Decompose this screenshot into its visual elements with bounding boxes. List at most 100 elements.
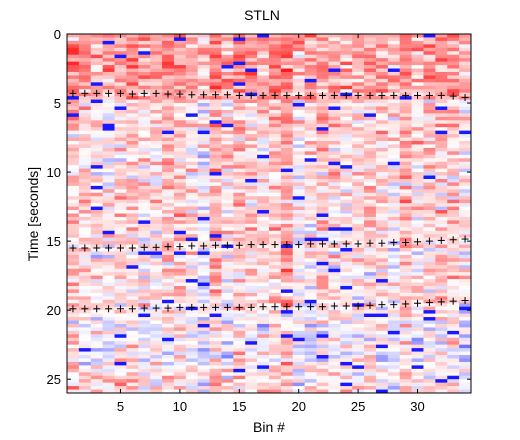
heatmap-cell	[185, 199, 198, 204]
heatmap-cell	[150, 113, 163, 118]
heatmap-cell	[387, 289, 400, 294]
heatmap-cell	[257, 65, 270, 69]
heatmap-cell	[209, 275, 222, 280]
heatmap-cell	[304, 182, 317, 187]
heatmap-cell	[423, 220, 436, 225]
heatmap-cell	[340, 134, 353, 138]
heatmap-cell	[304, 151, 317, 156]
heatmap-cell	[67, 168, 80, 173]
plus-marker	[366, 301, 374, 309]
heatmap-cell	[340, 172, 353, 176]
heatmap-cell	[328, 216, 341, 221]
heatmap-cell	[209, 206, 222, 211]
heatmap-cell	[399, 75, 412, 80]
heatmap-cell	[257, 116, 270, 121]
heatmap-cell	[328, 89, 341, 93]
heatmap-cell	[67, 51, 80, 56]
heatmap-cell	[340, 206, 353, 211]
heatmap-cell	[352, 258, 365, 263]
heatmap-cell	[447, 365, 460, 370]
heatmap-cell	[138, 34, 151, 38]
heatmap-cell	[459, 337, 472, 342]
heatmap-cell	[269, 206, 282, 211]
heatmap-cell	[292, 344, 305, 349]
heatmap-cell	[173, 275, 187, 280]
plus-marker	[259, 241, 267, 249]
heatmap-cell	[304, 85, 317, 90]
heatmap-cell	[257, 327, 270, 332]
heatmap-cell	[114, 44, 127, 49]
heatmap-cell	[399, 175, 412, 180]
heatmap-cell	[411, 206, 424, 211]
heatmap-cell	[185, 147, 198, 152]
heatmap-cell	[257, 351, 270, 356]
heatmap-cell	[173, 386, 187, 390]
heatmap-cell	[280, 368, 294, 373]
heatmap-cell	[245, 185, 258, 190]
heatmap-cell	[399, 355, 412, 359]
heatmap-cell	[67, 161, 80, 166]
heatmap-cell	[162, 223, 175, 228]
heatmap-cell	[67, 313, 80, 318]
heatmap-cell	[197, 313, 210, 318]
heatmap-cell	[102, 361, 115, 366]
heatmap-cell	[423, 358, 436, 363]
heatmap-cell	[352, 85, 365, 90]
heatmap-cell	[364, 178, 377, 183]
heatmap-cell	[304, 161, 317, 166]
heatmap-cell	[245, 144, 258, 149]
heatmap-cell	[352, 58, 365, 62]
plus-marker	[449, 92, 457, 100]
heatmap-cell	[316, 47, 329, 52]
plus-marker	[295, 91, 303, 99]
heatmap-cell	[126, 206, 139, 211]
heatmap-cell	[269, 254, 282, 259]
heatmap-cell	[447, 244, 460, 249]
heatmap-cell	[328, 334, 341, 339]
heatmap-cell	[459, 68, 472, 73]
heatmap-cell	[197, 375, 210, 380]
y-tick-label: 15	[47, 234, 61, 249]
heatmap-cell	[411, 134, 424, 138]
heatmap-cell	[78, 382, 92, 387]
heatmap-cell	[233, 99, 246, 104]
heatmap-cell	[150, 282, 163, 287]
heatmap-cell	[316, 330, 329, 335]
heatmap-cell	[150, 213, 163, 218]
heatmap-cell	[328, 130, 341, 135]
heatmap-cell	[162, 254, 175, 259]
heatmap-cell	[78, 199, 92, 204]
heatmap-cell	[257, 289, 270, 294]
heatmap-cell	[269, 313, 282, 318]
heatmap-cell	[162, 368, 175, 373]
heatmap-cell	[173, 216, 187, 221]
heatmap-cell	[78, 68, 92, 73]
heatmap-cell	[245, 237, 258, 242]
heatmap-cell	[399, 103, 412, 107]
heatmap-cell	[257, 58, 270, 62]
heatmap-cell	[435, 234, 448, 238]
heatmap-cell	[257, 165, 270, 169]
heatmap-cell	[138, 40, 151, 45]
heatmap-cell	[257, 216, 270, 221]
heatmap-cell	[328, 223, 341, 228]
heatmap-cell	[364, 106, 377, 111]
heatmap-cell	[126, 327, 139, 332]
heatmap-cell	[364, 147, 377, 152]
heatmap-cell	[102, 75, 115, 80]
heatmap-cell	[102, 334, 115, 339]
heatmap-cell	[245, 279, 258, 283]
heatmap-cell	[423, 106, 436, 111]
heatmap-cell	[102, 230, 115, 235]
heatmap-cell	[399, 296, 412, 301]
heatmap-cell	[387, 58, 400, 62]
heatmap-cell	[90, 51, 103, 56]
heatmap-cell	[459, 116, 472, 121]
heatmap-cell	[126, 323, 139, 328]
heatmap-cell	[304, 103, 317, 107]
heatmap-cell	[328, 154, 341, 159]
heatmap-cell	[150, 206, 163, 211]
heatmap-cell	[162, 127, 175, 131]
heatmap-cell	[114, 361, 127, 366]
heatmap-cell	[364, 351, 377, 356]
